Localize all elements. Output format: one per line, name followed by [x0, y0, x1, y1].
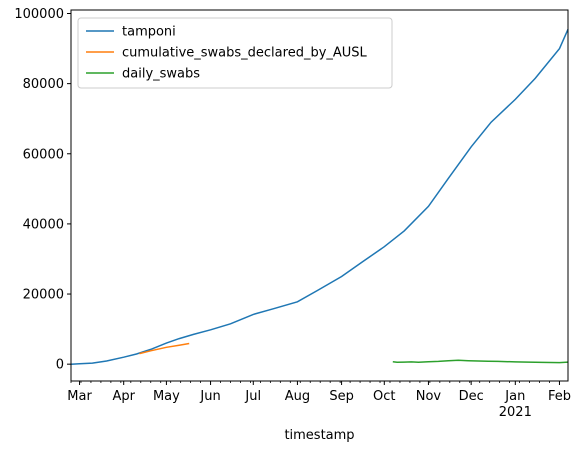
x-tick-label: Nov — [416, 389, 442, 404]
legend-label-tamponi: tamponi — [122, 25, 176, 40]
x-tick-label: Aug — [285, 389, 310, 404]
series-line-daily_swabs — [392, 359, 569, 364]
x-tick-label: Jul — [244, 389, 261, 404]
y-tick-label: 60000 — [23, 147, 64, 162]
plot-area — [70, 28, 569, 365]
x-tick-label: Dec — [459, 389, 484, 404]
y-tick-label: 0 — [56, 358, 64, 373]
x-tick-label: Sep — [329, 389, 354, 404]
y-tick-label: 100000 — [14, 7, 64, 22]
x-tick-label: Mar — [67, 389, 92, 404]
x-tick-label: Oct — [373, 389, 395, 404]
y-axis: 0 20000 40000 60000 80000 100000 — [14, 7, 71, 373]
legend: tamponi cumulative_swabs_declared_by_AUS… — [77, 17, 393, 89]
series-line-tamponi — [70, 28, 569, 365]
legend-label-daily-swabs: daily_swabs — [122, 67, 200, 82]
y-tick-label: 80000 — [23, 77, 64, 92]
y-tick-label: 20000 — [23, 288, 64, 303]
x-tick-label: May — [153, 389, 180, 404]
legend-label-cumulative-swabs: cumulative_swabs_declared_by_AUSL — [122, 46, 368, 61]
x-tick-label: Jun — [199, 389, 220, 404]
x-tick-label: Feb — [548, 389, 571, 404]
x-tick-label: Jan — [504, 389, 525, 404]
x-tick-year-label: 2021 — [499, 405, 532, 420]
axes-frame — [70, 9, 569, 382]
legend-box — [77, 17, 393, 89]
x-tick-label: Apr — [112, 389, 135, 404]
x-axis: Mar Apr May Jun Jul Aug Sep Oct Nov Dec Jan Feb 2021 — [67, 381, 571, 420]
x-axis-label: timestamp — [284, 428, 354, 443]
y-tick-label: 40000 — [23, 217, 64, 232]
series-line-cumulative_swabs_declared_by_AUSL — [139, 342, 190, 355]
